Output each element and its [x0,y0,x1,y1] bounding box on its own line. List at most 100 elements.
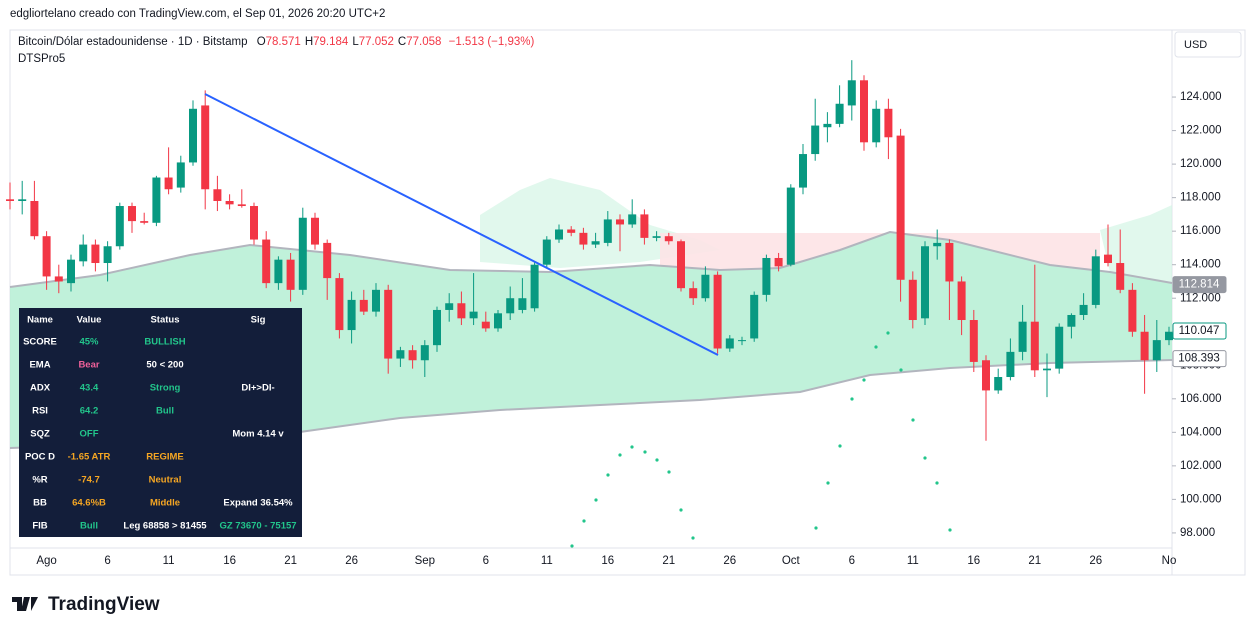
y-tick-label: 116.000 [1180,225,1221,237]
candle-body [628,214,637,225]
table-cell: 50 < 200 [146,360,183,371]
candle-body [79,244,88,262]
sar-dot [582,519,586,523]
candle-body [945,242,954,282]
trend-line [204,93,719,356]
candle-body [433,309,441,346]
y-tick-label: 118.000 [1180,192,1221,204]
table-cell: -1.65 ATR [68,452,111,463]
sar-dot [643,450,647,454]
candle-body [579,232,588,245]
symbol: Bitcoin/Dólar estadounidense · 1D · Bits… [18,36,247,48]
price-label-box [1172,350,1227,368]
candle-body [457,303,466,319]
price-label: 108.393 [1178,353,1220,365]
table-cell: BULLISH [144,337,185,348]
price-label-box [1172,322,1227,340]
candle-body [725,338,734,349]
price-label-box [1172,276,1227,294]
table-header: Sig [251,315,266,326]
table-cell: REGIME [146,452,183,463]
indicator-table [19,308,302,537]
candle-body [640,214,649,238]
candle-body [713,274,722,349]
candle-body [1018,321,1027,352]
candle-body [786,187,795,265]
candle-body [152,177,161,223]
price-label: 112.814 [1179,279,1220,291]
candle-body [311,217,319,245]
candle-body [872,108,881,143]
ohlc-value: 79.184 [313,36,349,48]
table-cell: Neutral [149,475,182,486]
candle-body [103,246,112,264]
candle-body [921,246,929,319]
y-tick-label: 98.000 [1180,527,1215,539]
candle-body [738,340,746,342]
x-tick-label: 16 [223,555,236,567]
candle-body [67,259,75,284]
x-tick-label: 6 [849,555,855,567]
sar-dot [826,481,830,485]
candle-body [250,206,258,240]
candle-body [140,221,149,223]
sar-dot [911,418,915,422]
table-cell: Middle [150,498,180,509]
candle-body [115,206,124,247]
table-cell: RSI [32,406,48,417]
candle-body [335,278,344,331]
ohlc-key: L [352,36,359,48]
candle-body [1165,331,1173,341]
sar-dot [570,544,574,548]
table-cell: FIB [32,521,47,532]
candle-body [1043,368,1051,371]
ohlc-key: O [257,36,266,48]
candle-body [933,242,942,247]
x-tick-label: 26 [723,555,736,567]
candle-body [1152,340,1161,361]
sar-dot [948,528,952,532]
candle-body [18,199,27,201]
candle-body [6,199,14,201]
candle-body [347,299,356,331]
y-tick-label: 102.000 [1180,460,1222,472]
sar-dot [679,508,683,512]
y-tick-label: 104.000 [1180,426,1222,438]
candle-body [982,360,990,391]
y-tick-label: 106.000 [1180,393,1222,405]
table-cell: 64.2 [80,406,99,417]
candle-body [91,244,100,264]
candles [6,60,1173,441]
sar-dot [935,481,939,485]
x-tick-label: 11 [541,555,553,567]
candle-body [847,80,856,106]
x-tick-label: 21 [1028,555,1041,567]
credit: edgliortelano creado con TradingView.com… [10,8,385,20]
brand: TradingView [48,594,160,615]
candle-body [30,200,39,237]
table-cell: -74.7 [78,475,100,486]
x-tick-label: 21 [284,555,297,567]
table-cell: Bull [156,406,174,417]
sar-dot [899,368,903,372]
y-tick-label: 114.000 [1180,259,1221,271]
candle-body [323,242,332,279]
candle-body [555,229,563,240]
x-tick-label: 11 [907,555,919,567]
indicator-name: DTSPro5 [18,53,65,65]
currency-box[interactable] [1174,31,1242,58]
change: −1.513 (−1,93%) [449,36,535,48]
sar-dot [630,445,634,449]
currency[interactable]: USD [1184,39,1207,51]
sar-dot [862,378,866,382]
candle-body [689,288,698,299]
candle-body [1030,321,1039,371]
x-tick-label: 16 [601,555,614,567]
candle-body [176,162,185,188]
logo-mark [12,597,38,611]
sar-dot [838,444,842,448]
candle-body [42,236,51,277]
candle-body [591,241,600,245]
sar-dot [691,536,695,540]
